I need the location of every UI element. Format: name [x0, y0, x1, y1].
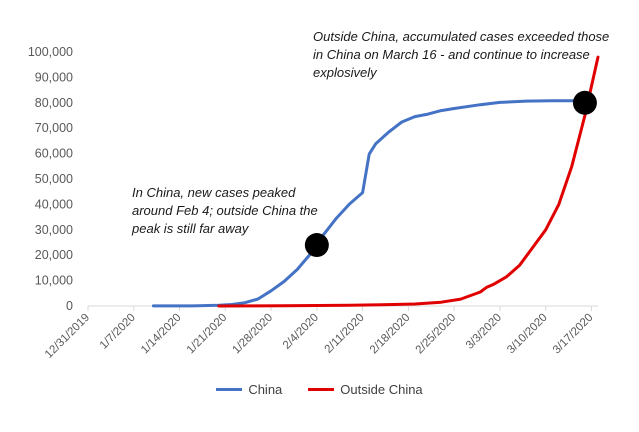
y-tick-label: 90,000 [35, 70, 73, 84]
y-tick-label: 40,000 [35, 197, 73, 211]
y-tick-label: 20,000 [35, 248, 73, 262]
series-line-china [151, 99, 593, 308]
legend-item-outside-china: Outside China [308, 382, 423, 397]
x-tick-label: 2/11/2020 [323, 312, 367, 356]
x-tick-label: 3/10/2020 [505, 312, 550, 357]
highlight-marker-1 [304, 233, 329, 258]
x-tick-label: 2/4/2020 [281, 312, 321, 352]
x-tick-label: 12/31/2019 [43, 312, 92, 361]
annotation-outside-china: Outside China, accumulated cases exceede… [313, 29, 610, 80]
y-tick-label: 30,000 [35, 223, 73, 237]
legend-item-china: China [216, 382, 282, 397]
annotation-china-peak: In China, new cases peaked around Feb 4;… [132, 185, 318, 236]
legend-label-outside-china: Outside China [340, 382, 423, 397]
x-tick-label: 1/28/2020 [231, 312, 276, 357]
x-tick-label: 1/14/2020 [139, 312, 184, 357]
x-tick-label: 1/7/2020 [98, 312, 138, 352]
y-tick-label: 70,000 [35, 121, 73, 135]
y-tick-label: 0 [66, 299, 73, 313]
x-axis: 12/31/2019 1/7/2020 1/14/2020 1/21/2020 1/28… [43, 305, 598, 361]
legend-swatch-outside-china [308, 388, 335, 391]
x-tick-label: 1/21/2020 [185, 312, 230, 357]
y-tick-label: 100,000 [28, 45, 73, 59]
highlight-marker-2 [572, 90, 597, 115]
legend-swatch-china [216, 388, 243, 391]
series-layer [151, 55, 600, 308]
x-tick-label: 3/17/2020 [551, 312, 596, 357]
x-tick-label: 2/25/2020 [414, 312, 459, 357]
y-tick-label: 10,000 [35, 274, 73, 288]
y-tick-label: 60,000 [35, 147, 73, 161]
y-tick-label: 80,000 [35, 96, 73, 110]
marker-layer [304, 90, 597, 258]
y-tick-label: 50,000 [35, 172, 73, 186]
series-line-outside-china [217, 55, 600, 308]
legend: China Outside China [0, 382, 639, 397]
x-tick-label: 3/3/2020 [464, 312, 504, 352]
legend-label-china: China [248, 382, 283, 397]
x-tick-label: 2/18/2020 [368, 312, 413, 357]
y-axis: 0 10,000 20,000 30,000 40,000 50,000 60,000 70,… [28, 45, 73, 313]
